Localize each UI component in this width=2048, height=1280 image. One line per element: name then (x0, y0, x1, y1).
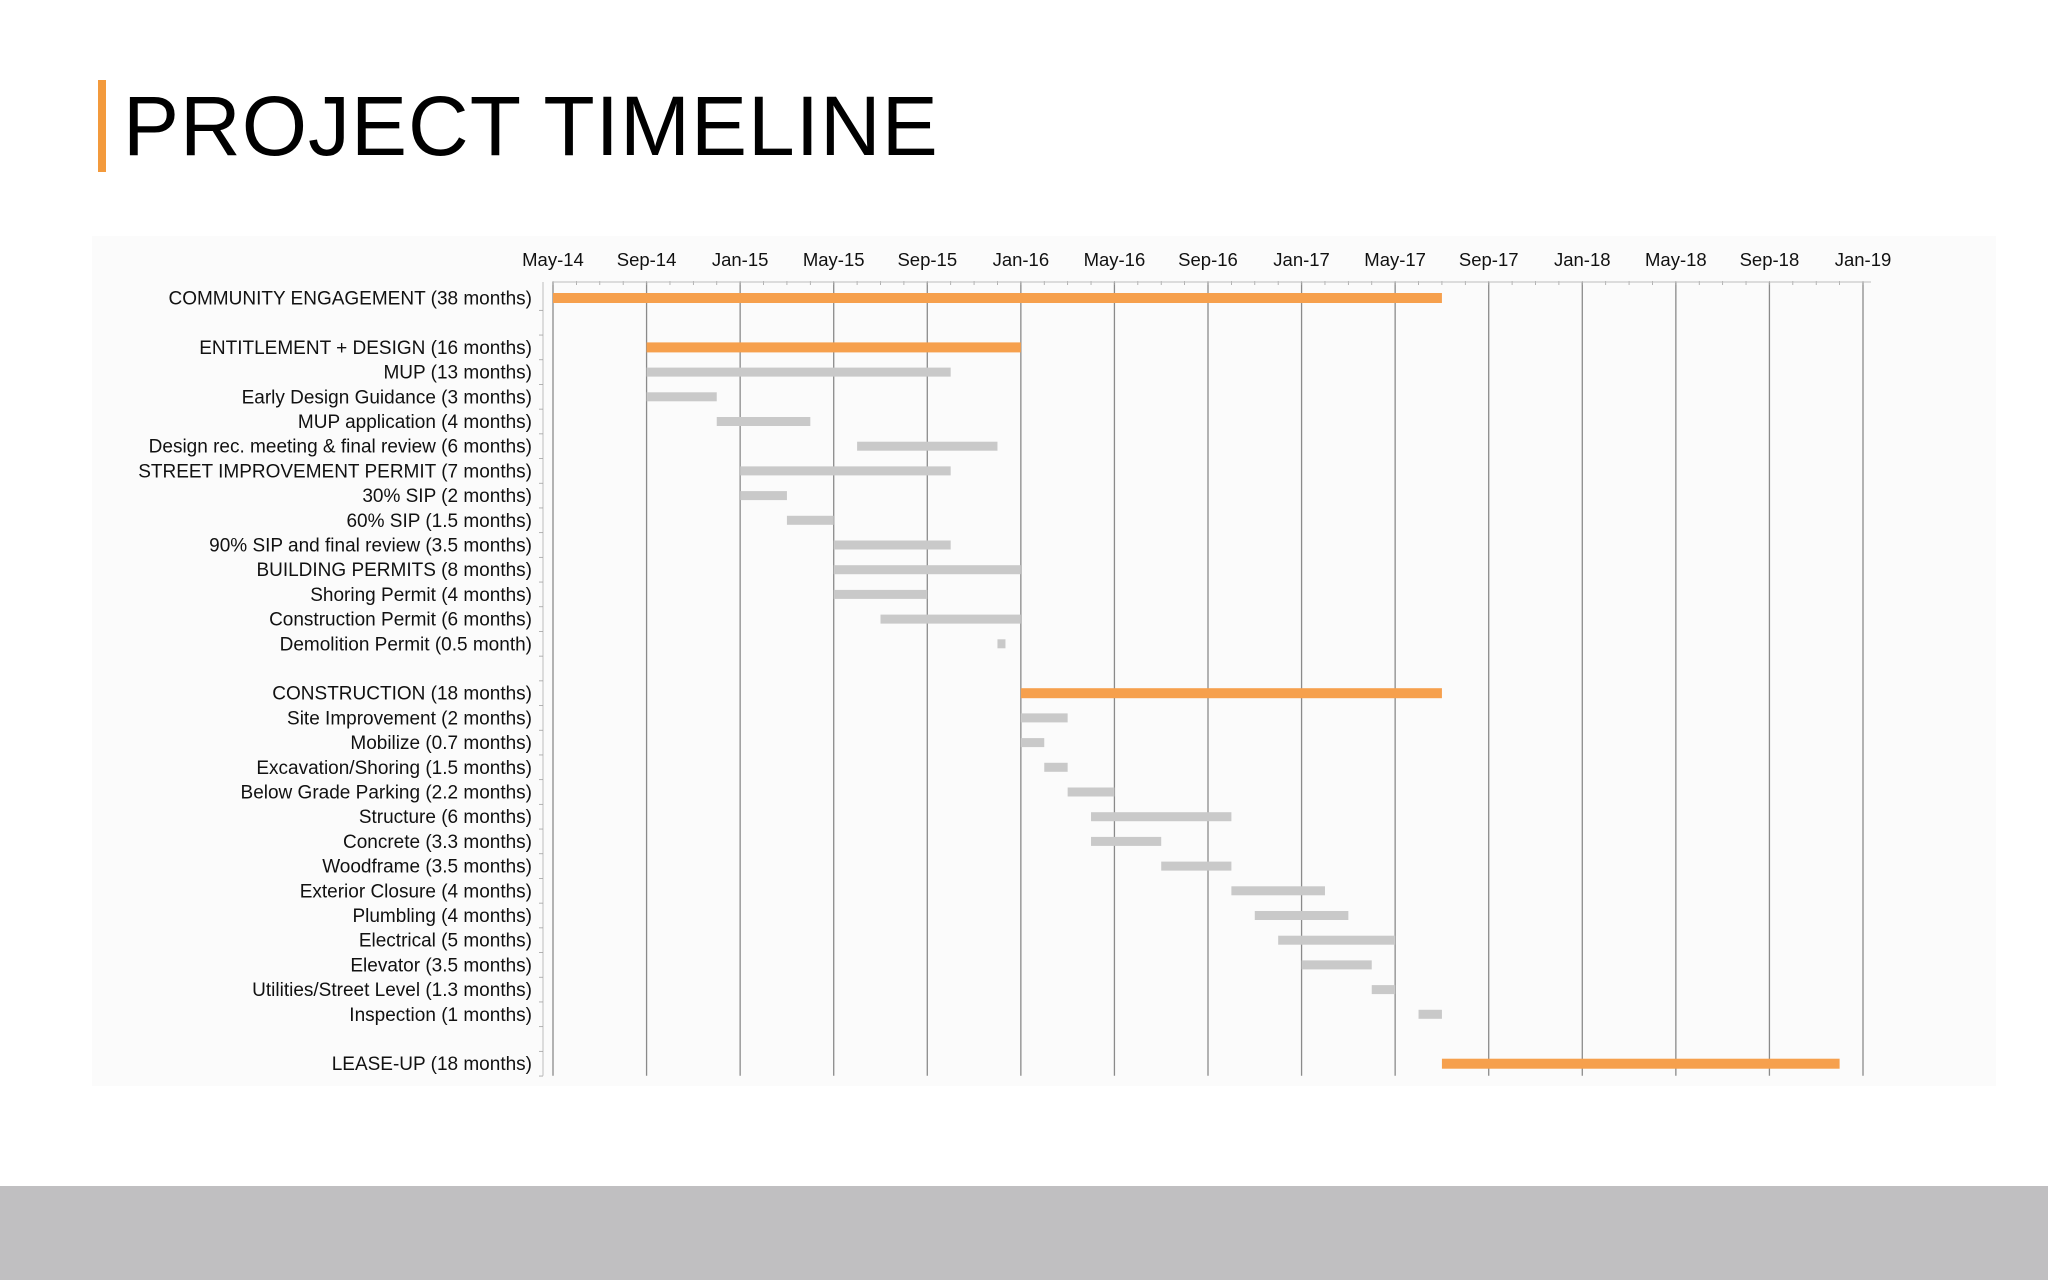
row-label: Early Design Guidance (3 months) (242, 387, 532, 408)
row-label: Structure (6 months) (359, 807, 532, 828)
x-tick-label: Jan-18 (1554, 249, 1611, 270)
task-bar (997, 639, 1006, 649)
task-bar (857, 441, 998, 451)
x-tick-label: May-14 (522, 249, 584, 270)
row-label: BUILDING PERMITS (8 months) (256, 560, 532, 581)
task-bar (1371, 985, 1396, 995)
task-bar (1254, 911, 1349, 920)
footer-band (0, 1186, 2048, 1280)
x-tick-label: Jan-15 (712, 249, 769, 270)
row-label: LEASE-UP (18 months) (332, 1054, 532, 1075)
x-tick-label: Jan-16 (993, 249, 1050, 270)
summary-bar (553, 293, 1442, 303)
x-tick-label: Sep-15 (897, 249, 957, 270)
row-label: Utilities/Street Level (1.3 months) (252, 980, 532, 1001)
summary-bar (646, 342, 1021, 353)
task-bar (740, 491, 787, 501)
row-label: Site Improvement (2 months) (287, 708, 532, 729)
row-label: Plumbling (4 months) (352, 906, 532, 927)
row-label: Exterior Closure (4 months) (300, 881, 532, 902)
task-bar (740, 466, 951, 476)
task-bar (833, 589, 928, 599)
chart-panel: May-14 Sep-14 Jan-15 May-15 Sep-15 Jan-16 May-… (92, 236, 1996, 1086)
row-label: Design rec. meeting & final review (6 mo… (149, 437, 532, 458)
x-tick-label: Jan-17 (1273, 249, 1330, 270)
task-bar (1044, 762, 1068, 772)
task-bar (833, 540, 951, 550)
task-bar (716, 417, 811, 426)
row-label: COMMUNITY ENGAGEMENT (38 months) (168, 289, 532, 310)
task-bar (1067, 787, 1115, 797)
row-label: MUP application (4 months) (298, 412, 532, 433)
task-bar (1418, 1009, 1442, 1019)
row-label: 30% SIP (2 months) (362, 486, 532, 507)
task-bar (1278, 935, 1396, 945)
x-tick-label: Sep-17 (1459, 249, 1519, 270)
title-accent-bar (98, 80, 106, 172)
task-bar (1231, 886, 1325, 896)
task-bar (1091, 836, 1162, 846)
summary-bar (1020, 688, 1442, 699)
task-bar (1091, 812, 1232, 822)
row-label: CONSTRUCTION (18 months) (272, 684, 532, 705)
row-label: Excavation/Shoring (1.5 months) (256, 758, 532, 779)
summary-bar (1441, 1058, 1840, 1069)
task-bar (1020, 738, 1045, 748)
task-bar (786, 515, 834, 525)
row-label: Shoring Permit (4 months) (310, 585, 532, 606)
x-tick-label: Sep-16 (1178, 249, 1238, 270)
task-bar (1301, 960, 1372, 970)
row-label: Elevator (3.5 months) (350, 955, 532, 976)
page-title: PROJECT TIMELINE (123, 79, 939, 173)
task-bar (1020, 713, 1068, 723)
row-label: Construction Permit (6 months) (269, 610, 532, 631)
row-label: Inspection (1 months) (349, 1005, 532, 1026)
row-label: Demolition Permit (0.5 month) (280, 634, 532, 655)
task-bar (646, 367, 951, 377)
x-tick-label: Sep-18 (1740, 249, 1800, 270)
x-tick-label: Jan-19 (1835, 249, 1892, 270)
task-bar (1161, 861, 1232, 871)
task-bar (833, 565, 1021, 575)
row-label: Mobilize (0.7 months) (350, 733, 532, 754)
row-label: Woodframe (3.5 months) (322, 857, 532, 878)
task-bar (880, 614, 1021, 624)
x-tick-label: May-15 (803, 249, 865, 270)
x-tick-label: May-17 (1364, 249, 1426, 270)
row-label: Concrete (3.3 months) (343, 832, 532, 853)
row-label: MUP (13 months) (383, 363, 532, 384)
row-label: Below Grade Parking (2.2 months) (241, 783, 532, 804)
row-label: 60% SIP (1.5 months) (346, 511, 532, 532)
row-label: 90% SIP and final review (3.5 months) (209, 536, 532, 557)
row-label: ENTITLEMENT + DESIGN (16 months) (199, 338, 532, 359)
row-label: Electrical (5 months) (359, 931, 532, 952)
x-tick-label: May-18 (1645, 249, 1707, 270)
gantt-chart: May-14 Sep-14 Jan-15 May-15 Sep-15 Jan-16 May-… (138, 249, 1892, 1077)
row-label: STREET IMPROVEMENT PERMIT (7 months) (138, 461, 532, 482)
x-tick-label: Sep-14 (617, 249, 677, 270)
task-bar (646, 392, 717, 402)
x-tick-label: May-16 (1084, 249, 1146, 270)
